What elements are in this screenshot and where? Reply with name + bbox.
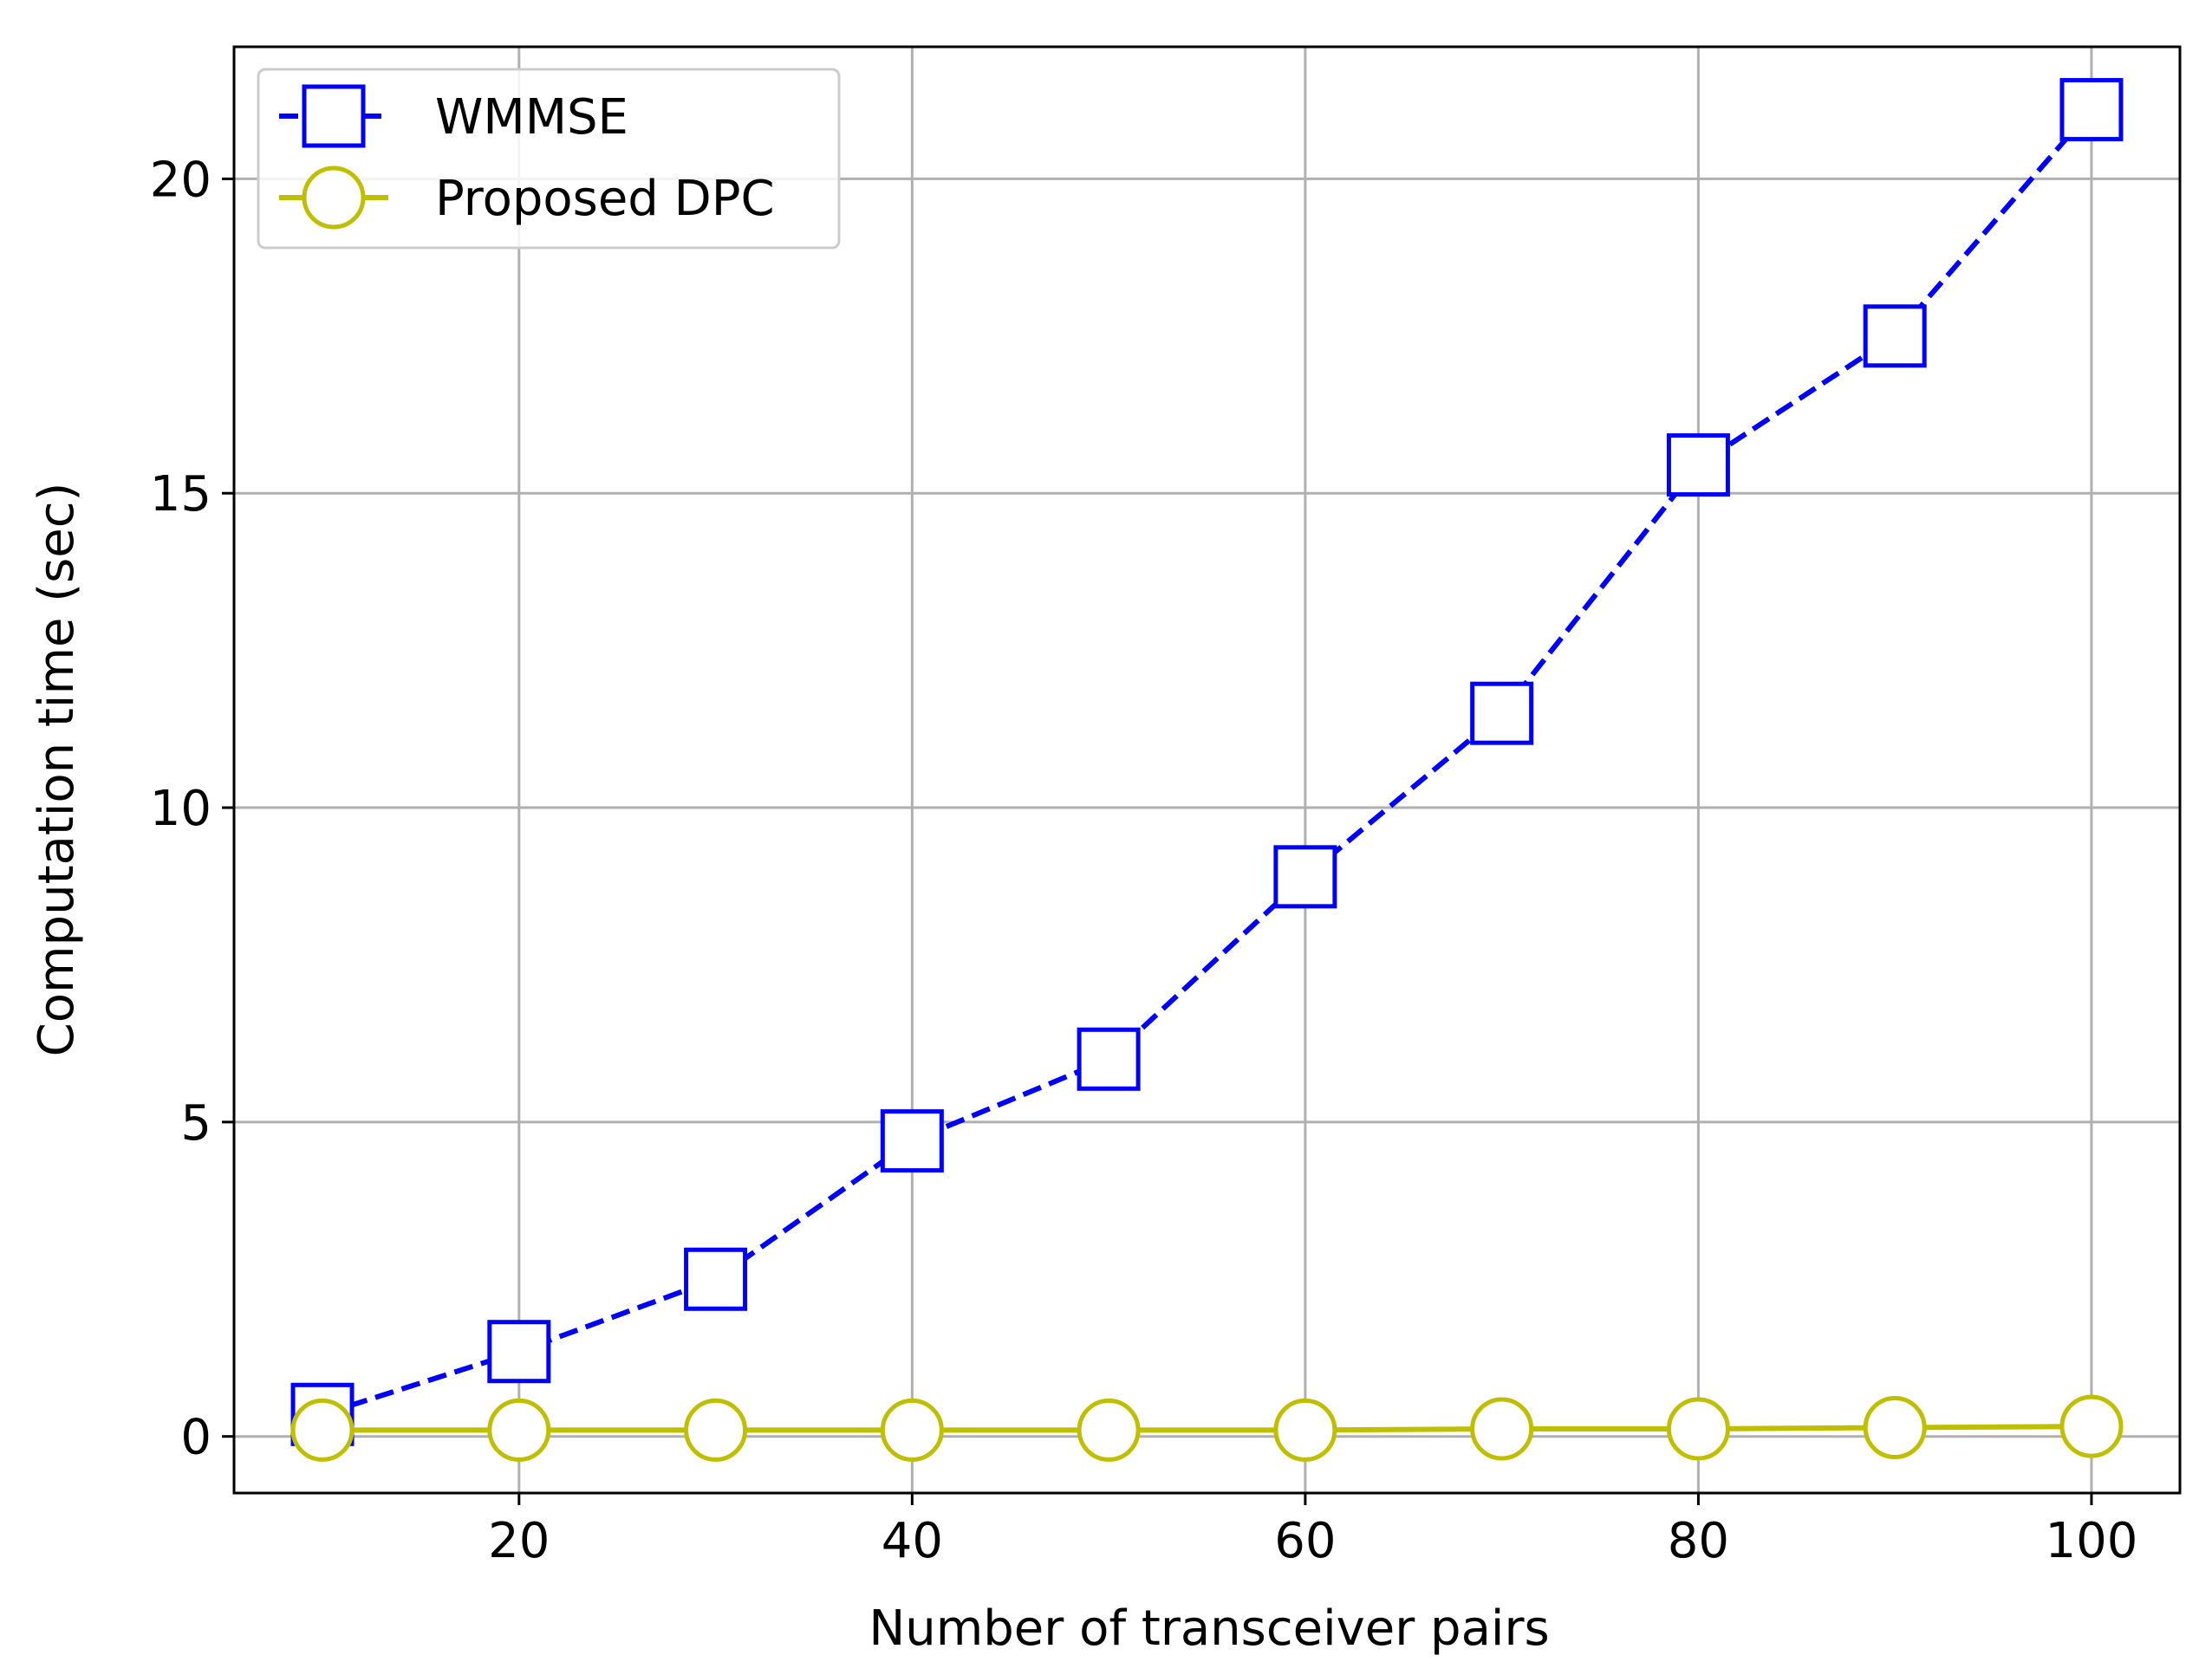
x-tick-label: 20 [488, 1513, 550, 1569]
data-point [1470, 681, 1534, 745]
x-tick-label: 40 [882, 1513, 943, 1569]
data-point [880, 1109, 944, 1173]
y-tick-label: 20 [150, 152, 211, 208]
data-point [1470, 1397, 1534, 1461]
data-point [1273, 1398, 1337, 1462]
legend-label: Proposed DPC [435, 171, 775, 227]
legend-marker [302, 84, 366, 148]
data-point [1077, 1027, 1141, 1091]
data-point [1077, 1398, 1141, 1462]
data-point [1273, 845, 1337, 909]
y-tick-label: 0 [180, 1410, 211, 1466]
series-proposed-dpc [290, 1394, 2124, 1462]
plot-frame [232, 45, 2182, 1495]
data-point [1666, 1397, 1730, 1461]
data-point [487, 1398, 551, 1462]
data-point [1863, 304, 1927, 368]
x-tick-label: 100 [2046, 1513, 2138, 1569]
data-point [1666, 433, 1730, 497]
legend-box [257, 68, 841, 250]
data-point [1863, 1396, 1927, 1460]
y-tick-label: 10 [150, 781, 211, 837]
data-point [487, 1320, 551, 1384]
legend-marker [302, 166, 366, 230]
x-axis-label: Number of transceiver pairs [869, 1600, 1549, 1657]
y-axis-label: Computation time (sec) [29, 483, 85, 1057]
x-tick-label: 60 [1274, 1513, 1336, 1569]
data-point [684, 1247, 748, 1311]
series-wmmse [290, 78, 2124, 1446]
data-point [290, 1398, 355, 1462]
x-tick-label: 80 [1668, 1513, 1729, 1569]
legend: WMMSE Proposed DPC [257, 68, 841, 250]
series-layer [290, 78, 2124, 1462]
data-point [684, 1398, 748, 1462]
data-point [2059, 1394, 2124, 1458]
y-tick-label: 5 [180, 1095, 211, 1152]
grid-lines [234, 47, 2180, 1493]
data-point [880, 1398, 944, 1462]
axis-ticks: 20 40 60 80 100 0 5 10 15 20 [150, 152, 2138, 1569]
legend-label: WMMSE [435, 89, 628, 146]
data-point [2059, 78, 2124, 142]
series-line [322, 107, 2094, 1418]
series-line [322, 1424, 2092, 1433]
y-tick-label: 15 [150, 466, 211, 523]
